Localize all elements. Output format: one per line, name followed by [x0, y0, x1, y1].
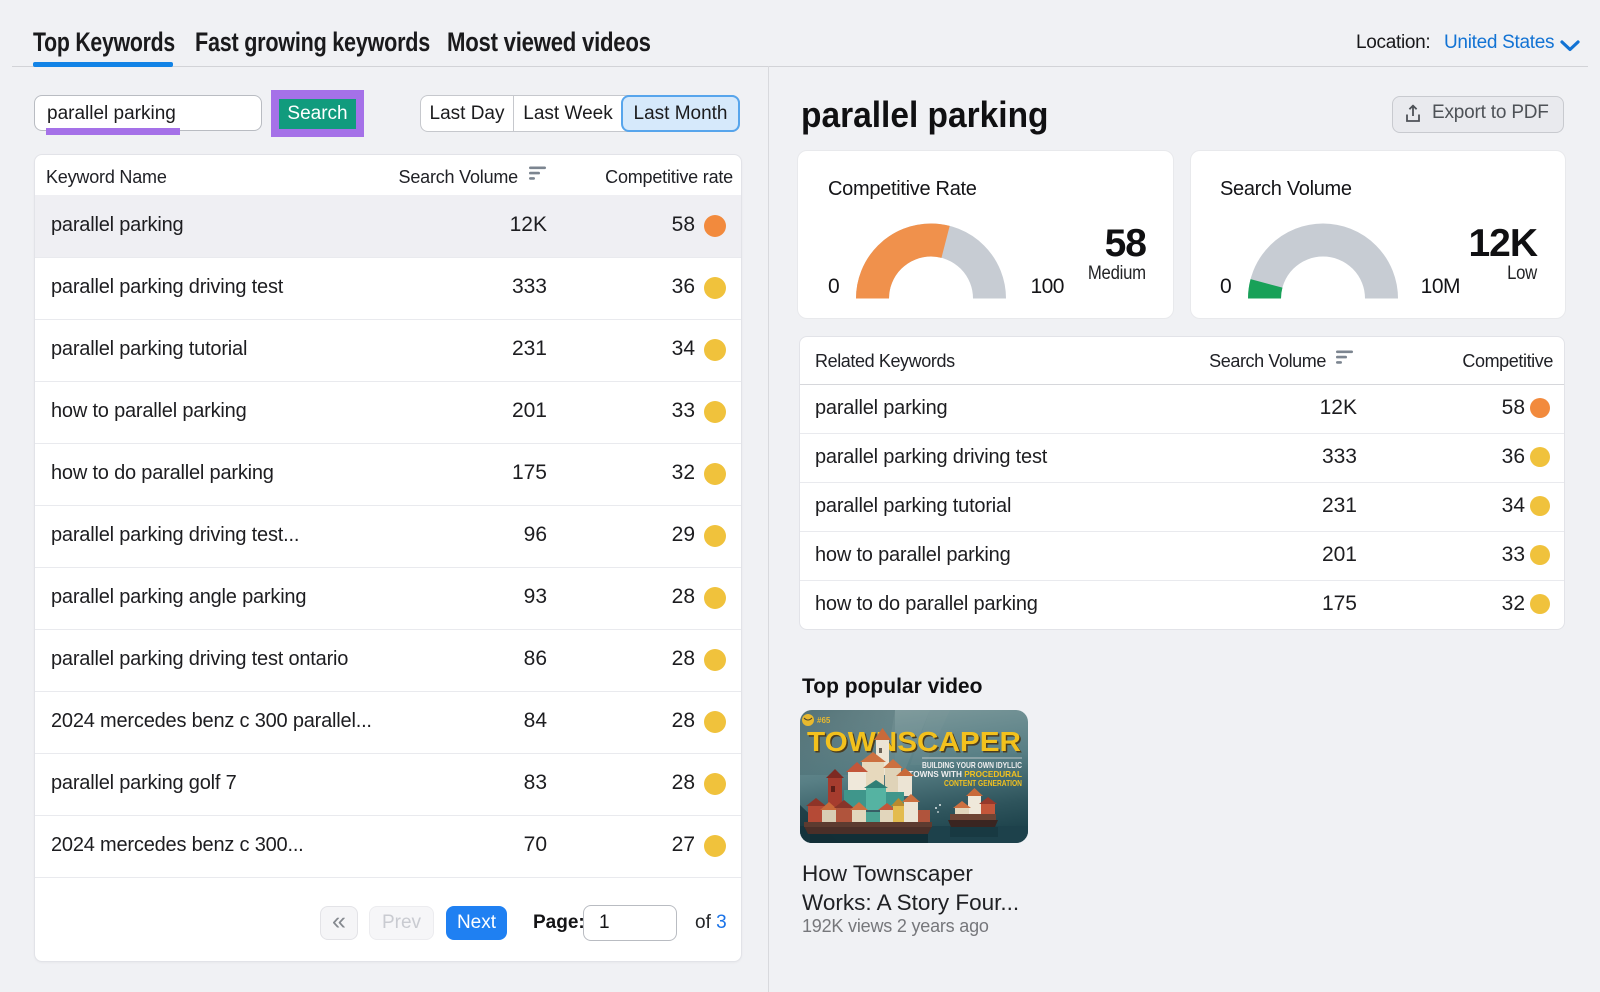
svg-text:CONTENT GENERATION: CONTENT GENERATION	[944, 779, 1022, 788]
svg-text:TOWNSCAPER: TOWNSCAPER	[807, 726, 1021, 757]
svg-text:BUILDING YOUR OWN IDYLLIC: BUILDING YOUR OWN IDYLLIC	[922, 761, 1022, 770]
svg-text:TOWNSCAPER: TOWNSCAPER	[809, 728, 1023, 759]
svg-text:TOWNS WITH PROCEDURAL: TOWNS WITH PROCEDURAL	[908, 770, 1022, 779]
svg-text:#65: #65	[817, 716, 831, 725]
